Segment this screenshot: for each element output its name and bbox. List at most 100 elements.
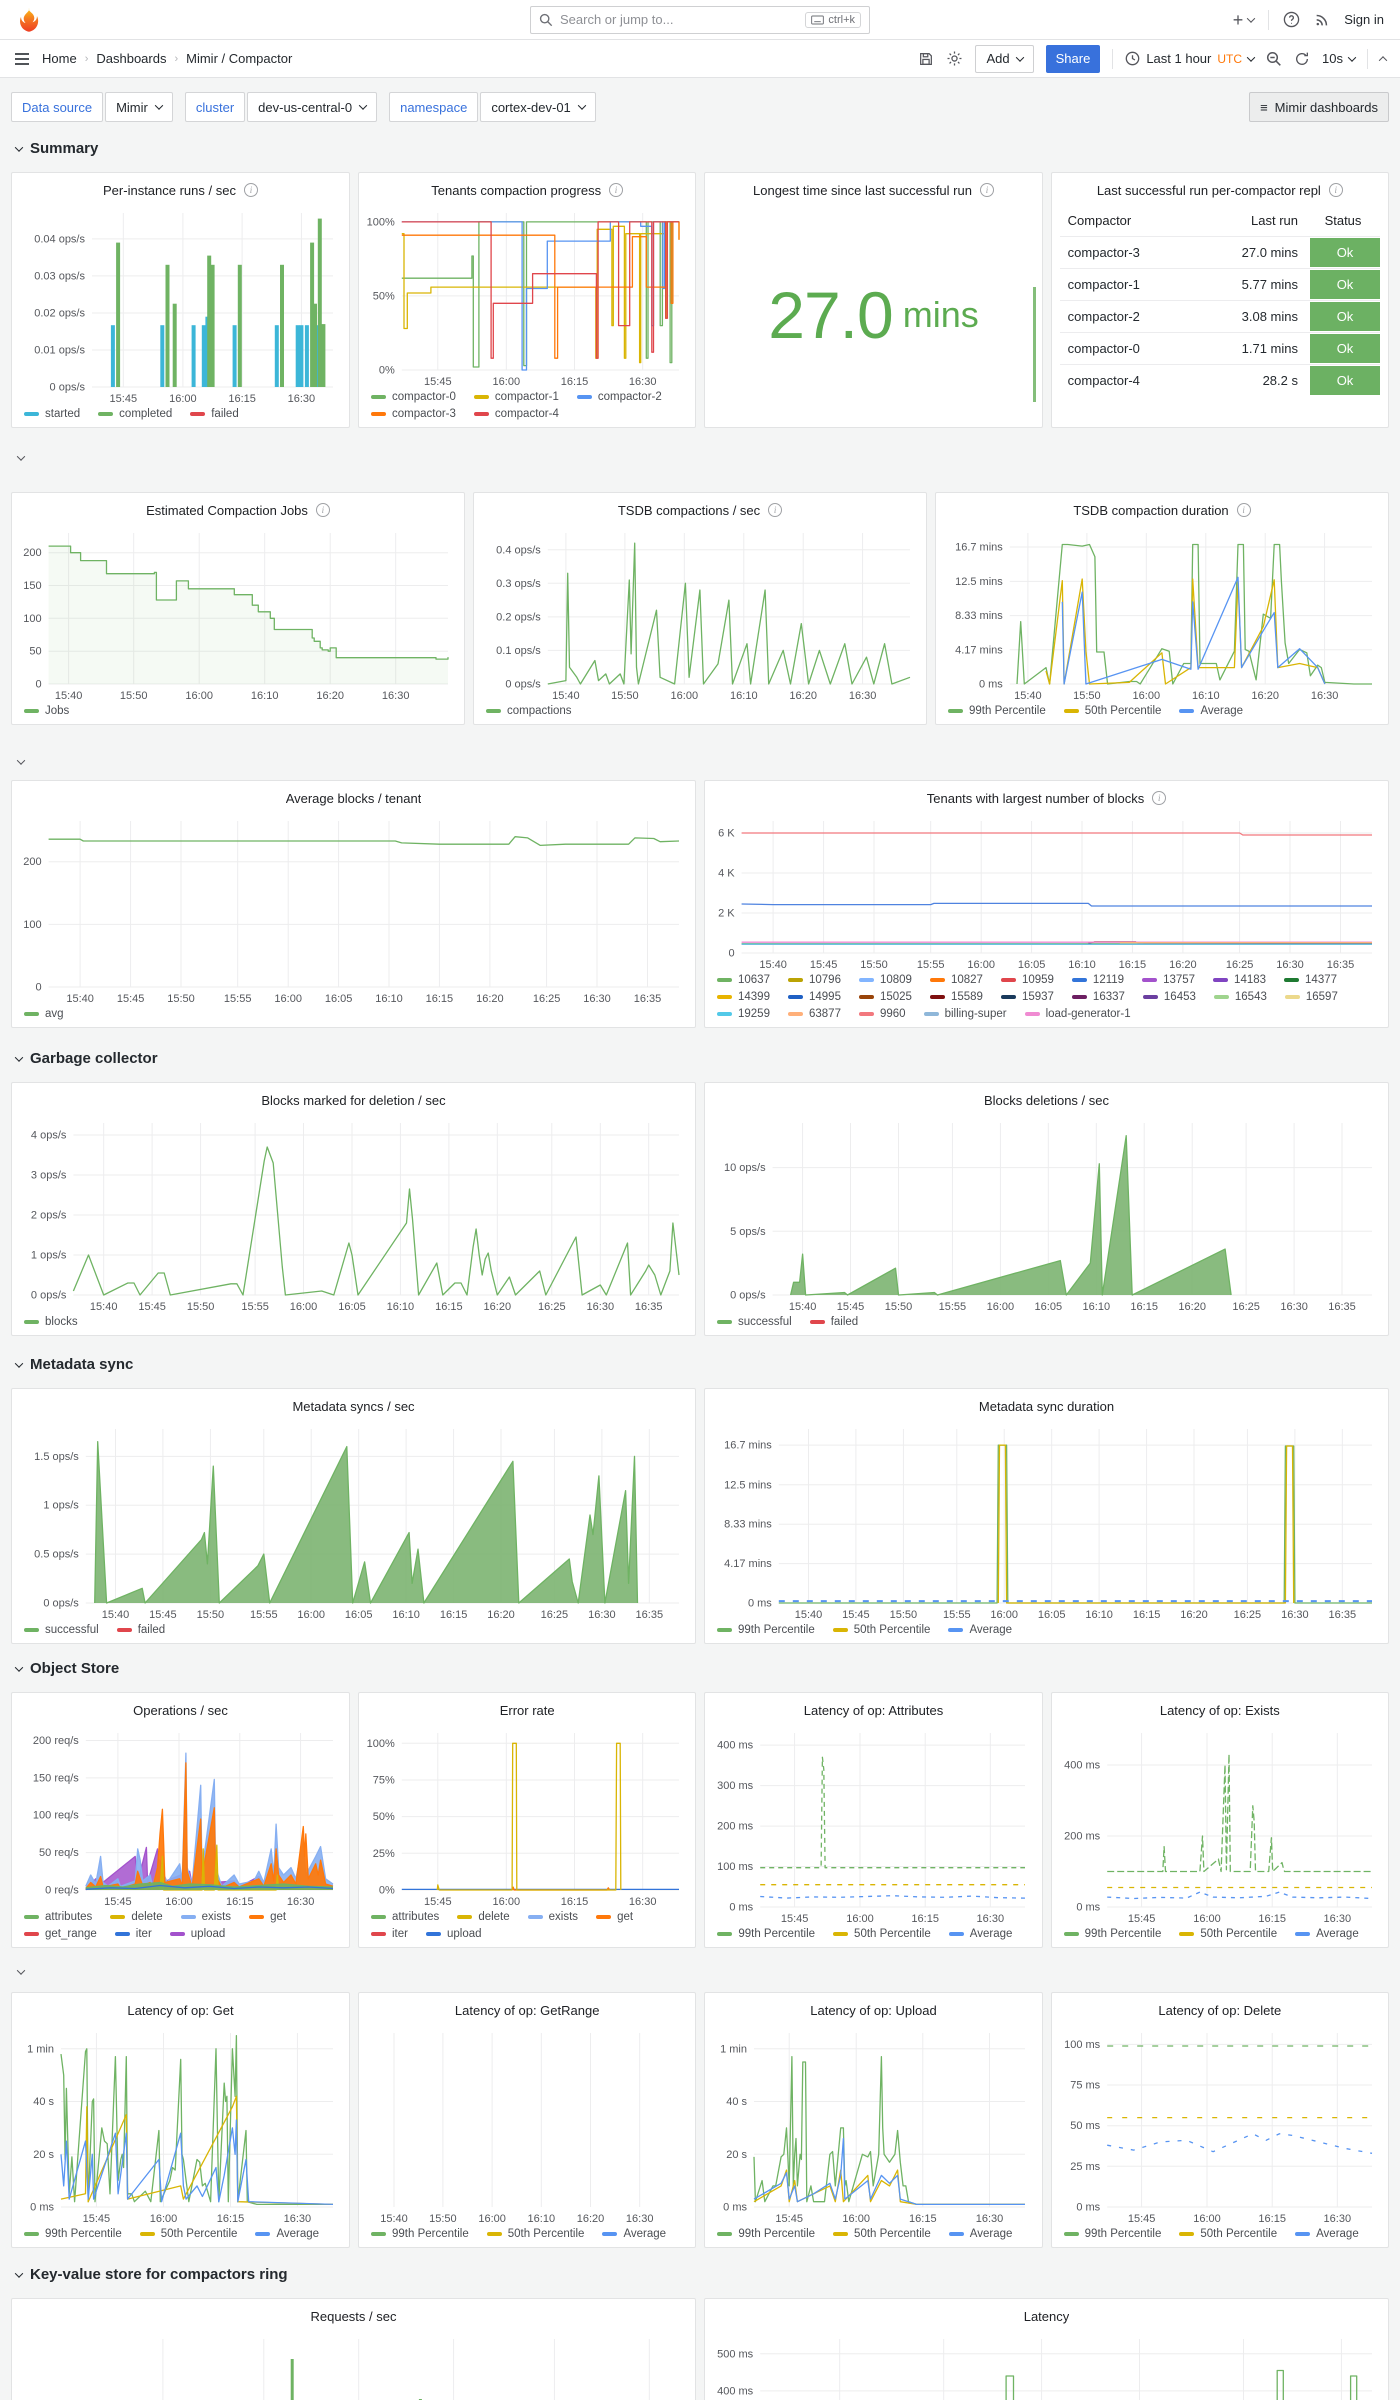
chart-tsdb-compactions[interactable]: 15:40 15:50 16:00 16:10 16:20 16:30 0 ops/s 0.1…	[480, 525, 920, 703]
legend-item[interactable]: load-generator-1	[1024, 1008, 1131, 1020]
table-row[interactable]: compactor-4 28.2 s Ok	[1059, 364, 1380, 396]
collapsed-row-toggle[interactable]	[16, 1962, 26, 1980]
legend-item[interactable]: 16337	[1071, 991, 1125, 1003]
section-header[interactable]: Key-value store for compactors ring	[14, 2266, 288, 2283]
legend-item[interactable]: 50th Percentile	[1179, 1928, 1277, 1940]
legend-item[interactable]: failed	[809, 1316, 858, 1328]
legend-item[interactable]: delete	[457, 1911, 510, 1923]
chart-blocks-deletions[interactable]: 15:40 15:45 15:50 15:55 16:00 16:05 16:10 16:15…	[711, 1115, 1382, 1314]
legend-item[interactable]: 12119	[1071, 974, 1124, 986]
legend-item[interactable]: 50th Percentile	[139, 2228, 237, 2240]
legend-item[interactable]: 99th Percentile	[717, 2228, 815, 2240]
mimir-dashboards-button[interactable]: ≡ Mimir dashboards	[1249, 92, 1389, 122]
panel-header[interactable]: Operations / sec	[12, 1693, 349, 1723]
chart-tenants-largest[interactable]: 15:40 15:45 15:50 15:55 16:00 16:05 16:10 16:15…	[711, 813, 1382, 972]
legend-item[interactable]: 10959	[1000, 974, 1054, 986]
legend-item[interactable]: started	[24, 408, 80, 420]
panel-header[interactable]: Latency of op: Upload	[705, 1993, 1041, 2023]
info-icon[interactable]: i	[315, 503, 330, 517]
legend-item[interactable]: blocks	[24, 1316, 78, 1328]
collapsed-row-toggle[interactable]	[16, 448, 26, 466]
breadcrumb-dashboards[interactable]: Dashboards	[96, 51, 167, 66]
legend-item[interactable]: 63877	[787, 1008, 841, 1020]
legend-item[interactable]: successful	[717, 1316, 792, 1328]
chart-kv-latency[interactable]: 500 ms 400 ms	[711, 2331, 1382, 2400]
data-source-select[interactable]: Mimir	[105, 92, 173, 122]
legend-item[interactable]: 50th Percentile	[1063, 705, 1161, 717]
legend-item[interactable]: 50th Percentile	[833, 1928, 931, 1940]
legend-item[interactable]: 10809	[858, 974, 912, 986]
legend-item[interactable]: attributes	[24, 1911, 92, 1923]
legend-item[interactable]: upload	[169, 1928, 225, 1940]
chart-operations-sec[interactable]: 15:45 16:00 16:15 16:30 0 req/s 50 req/s 100 r…	[18, 1725, 343, 1909]
chart-latency-getrange[interactable]: 15:40 15:50 16:00 16:10 16:20 16:30	[365, 2025, 689, 2226]
legend-item[interactable]: 16543	[1213, 991, 1267, 1003]
panel-header[interactable]: Average blocks / tenant	[12, 781, 695, 811]
legend-item[interactable]: 14995	[787, 991, 841, 1003]
info-icon[interactable]: i	[1152, 791, 1167, 805]
legend-item[interactable]: 15025	[858, 991, 912, 1003]
section-header[interactable]: Garbage collector	[14, 1050, 158, 1067]
help-icon[interactable]	[1283, 11, 1300, 28]
legend-item[interactable]: compactions	[486, 705, 572, 717]
chart-avg-blocks[interactable]: 15:40 15:45 15:50 15:55 16:00 16:05 16:10 16:15…	[18, 813, 689, 1006]
chart-kv-requests[interactable]: 0.1 req/s	[18, 2331, 689, 2400]
cluster-select[interactable]: dev-us-central-0	[247, 92, 378, 122]
panel-header[interactable]: Latency	[705, 2299, 1388, 2329]
chart-latency-delete[interactable]: 15:45 16:00 16:15 16:30 0 ms 25 ms 50 ms 75 ms 1…	[1058, 2025, 1382, 2226]
save-dashboard-icon[interactable]	[918, 51, 934, 67]
panel-header[interactable]: Tenants with largest number of blocks i	[705, 781, 1388, 811]
legend-item[interactable]: Jobs	[24, 705, 69, 717]
legend-item[interactable]: 19259	[717, 1008, 770, 1020]
search-input[interactable]: Search or jump to... ctrl+k	[530, 5, 870, 34]
legend-item[interactable]: completed	[98, 408, 172, 420]
panel-header[interactable]: Metadata syncs / sec	[12, 1389, 695, 1419]
legend-item[interactable]: compactor-4	[473, 408, 559, 420]
legend-item[interactable]: Average	[948, 1624, 1012, 1636]
legend-item[interactable]: iter	[371, 1928, 408, 1940]
chart-tsdb-duration[interactable]: 15:40 15:50 16:00 16:10 16:20 16:30 0 ms 4.17 m…	[942, 525, 1382, 703]
legend-item[interactable]: exists	[527, 1911, 578, 1923]
legend-item[interactable]: compactor-2	[576, 391, 662, 403]
legend-item[interactable]: 10796	[787, 974, 841, 986]
legend-item[interactable]: billing-super	[923, 1008, 1007, 1020]
chart-blocks-marked[interactable]: 15:40 15:45 15:50 15:55 16:00 16:05 16:10 16:15…	[18, 1115, 689, 1314]
legend-item[interactable]: 50th Percentile	[486, 2228, 584, 2240]
legend-item[interactable]: 16597	[1284, 991, 1338, 1003]
legend-item[interactable]: 99th Percentile	[948, 705, 1046, 717]
info-icon[interactable]: i	[1236, 503, 1251, 517]
news-rss-icon[interactable]	[1314, 12, 1330, 28]
sign-in-link[interactable]: Sign in	[1344, 12, 1384, 27]
panel-header[interactable]: Last successful run per-compactor repl i	[1052, 173, 1388, 203]
legend-item[interactable]: 99th Percentile	[1063, 1928, 1161, 1940]
info-icon[interactable]: i	[979, 183, 994, 197]
info-icon[interactable]: i	[609, 183, 624, 197]
legend-item[interactable]: 10827	[929, 974, 983, 986]
legend-item[interactable]: get	[249, 1911, 286, 1923]
legend-item[interactable]: 99th Percentile	[717, 1624, 815, 1636]
legend-item[interactable]: iter	[114, 1928, 152, 1940]
add-button[interactable]: Add	[975, 44, 1034, 73]
legend-item[interactable]: 50th Percentile	[833, 2228, 931, 2240]
section-header[interactable]: Summary	[14, 140, 98, 157]
legend-item[interactable]: 9960	[858, 1008, 906, 1020]
panel-header[interactable]: Estimated Compaction Jobs i	[12, 493, 464, 523]
table-row[interactable]: compactor-3 27.0 mins Ok	[1059, 236, 1380, 269]
namespace-select[interactable]: cortex-dev-01	[480, 92, 596, 122]
new-button[interactable]: +	[1233, 11, 1256, 29]
legend-item[interactable]: Average	[948, 1928, 1012, 1940]
legend-item[interactable]: compactor-0	[371, 391, 456, 403]
legend-item[interactable]: 15589	[929, 991, 983, 1003]
legend-item[interactable]: 99th Percentile	[24, 2228, 122, 2240]
info-icon[interactable]: i	[768, 503, 783, 517]
section-header[interactable]: Object Store	[14, 1660, 119, 1677]
legend-item[interactable]: upload	[425, 1928, 482, 1940]
panel-header[interactable]: Metadata sync duration	[705, 1389, 1388, 1419]
info-icon[interactable]: i	[1328, 183, 1343, 197]
column-header[interactable]: Compactor	[1067, 213, 1132, 228]
collapsed-row-toggle[interactable]	[16, 752, 26, 770]
legend-item[interactable]: 14399	[717, 991, 770, 1003]
legend-item[interactable]: Average	[1295, 2228, 1359, 2240]
legend-item[interactable]: 50th Percentile	[832, 1624, 930, 1636]
chart-estimated-jobs[interactable]: 15:40 15:50 16:00 16:10 16:20 16:30 0 50 100 150 2…	[18, 525, 458, 703]
